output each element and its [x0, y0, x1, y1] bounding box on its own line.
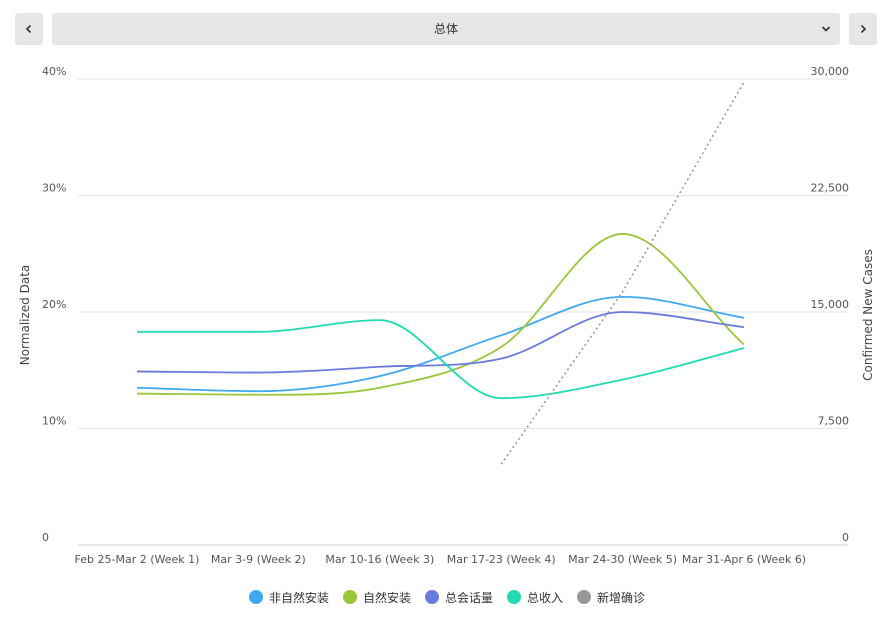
x-tick-label: Mar 17-23 (Week 4): [447, 553, 556, 566]
legend-item-1[interactable]: 非自然安装: [248, 589, 329, 606]
series-line-5: [500, 81, 745, 465]
series-line-4: [137, 319, 745, 400]
x-tick-label: Mar 31-Apr 6 (Week 6): [682, 553, 806, 566]
legend-swatch: [248, 590, 263, 604]
x-tick-label: Mar 10-16 (Week 3): [325, 553, 434, 566]
series-line-2: [136, 233, 745, 396]
series-line-1: [136, 295, 745, 393]
y2-tick-label: 22,500: [811, 182, 850, 195]
segment-select-value: 总体: [433, 22, 458, 36]
next-button[interactable]: [849, 13, 877, 45]
legend-label: 总会话量: [444, 590, 493, 605]
y-tick-label: 30%: [42, 182, 66, 195]
series-line-3: [136, 311, 745, 374]
legend-swatch: [342, 590, 357, 604]
chevron-right-icon: [860, 24, 867, 34]
legend-label: 非自然安装: [268, 590, 329, 605]
y2-tick-label: 30,000: [811, 65, 850, 78]
y-tick-label: 20%: [42, 298, 66, 311]
segment-select[interactable]: 总体: [52, 13, 840, 45]
chevron-left-icon: [25, 24, 32, 34]
chart-legend: 非自然安装 自然安装 总会话量 总收入 新增确诊: [0, 586, 894, 608]
legend-item-3[interactable]: 总会话量: [424, 589, 493, 606]
legend-label: 自然安装: [362, 590, 411, 605]
y2-axis-title: Confirmed New Cases: [861, 249, 875, 381]
legend-item-4[interactable]: 总收入: [507, 589, 563, 606]
x-tick-label: Mar 24-30 (Week 5): [568, 553, 677, 566]
line-chart: 0 10% 20% 30% 40% 0 7,500 15,000 22,500 30,000 F…: [18, 65, 875, 566]
y-tick-label: 0: [42, 531, 49, 544]
legend-swatch: [424, 590, 439, 604]
legend-label: 新增确诊: [597, 590, 646, 605]
x-tick-label: Mar 3-9 (Week 2): [211, 553, 306, 566]
y2-tick-label: 7,500: [818, 415, 850, 428]
legend-item-5[interactable]: 新增确诊: [577, 589, 645, 606]
legend-swatch: [507, 590, 521, 604]
legend-label: 总收入: [527, 590, 564, 605]
legend-item-2[interactable]: 自然安装: [342, 589, 411, 606]
y-tick-label: 40%: [42, 65, 66, 78]
y2-tick-label: 15,000: [811, 298, 850, 311]
y2-tick-label: 0: [842, 531, 849, 544]
chevron-down-icon: [821, 26, 831, 32]
previous-button[interactable]: [15, 13, 43, 45]
y-tick-label: 10%: [42, 415, 66, 428]
x-tick-label: Feb 25-Mar 2 (Week 1): [75, 553, 200, 566]
y-axis-title: Normalized Data: [18, 265, 32, 366]
legend-swatch: [577, 590, 592, 604]
